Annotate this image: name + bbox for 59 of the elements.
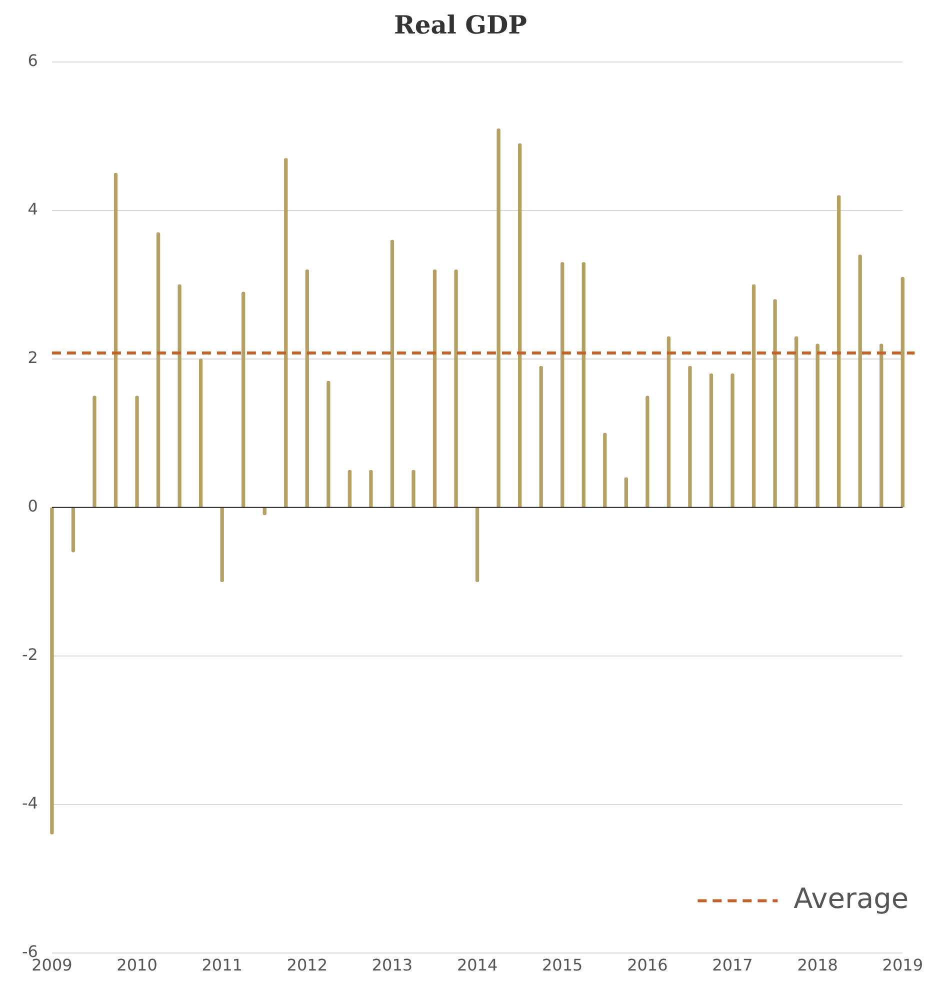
bar <box>220 508 224 582</box>
bar <box>858 254 862 508</box>
bar <box>284 158 288 508</box>
bar <box>92 396 96 508</box>
bar <box>50 508 54 834</box>
bar <box>475 508 480 582</box>
bar <box>390 240 394 508</box>
bar <box>412 470 416 508</box>
y-tick-label: 2 <box>28 348 38 368</box>
bar <box>135 396 139 508</box>
bar <box>816 344 820 508</box>
legend-label: Average <box>794 882 909 916</box>
y-tick-label: 6 <box>28 51 38 70</box>
bar <box>71 508 76 552</box>
bar <box>900 276 904 508</box>
x-tick-label: 2010 <box>116 956 158 975</box>
bar <box>730 373 734 508</box>
bar <box>539 366 543 508</box>
bar <box>880 344 884 508</box>
bar <box>709 373 714 508</box>
x-tick-label: 2014 <box>456 956 498 975</box>
x-tick-label: 2012 <box>286 956 328 975</box>
x-tick-label: 2011 <box>202 956 242 975</box>
bar <box>242 292 246 508</box>
bar <box>666 336 671 508</box>
bar <box>305 270 309 508</box>
bar <box>178 284 182 508</box>
bar <box>326 380 330 508</box>
x-tick-label: 2015 <box>542 956 583 975</box>
bar <box>369 470 373 508</box>
bar <box>582 262 586 508</box>
x-tick-label: 2016 <box>627 956 668 975</box>
bar <box>646 396 650 508</box>
bar <box>794 336 798 508</box>
x-tick-label: 2013 <box>372 956 413 975</box>
bar <box>560 262 564 508</box>
bar <box>688 366 692 508</box>
bar <box>837 195 841 508</box>
bar <box>603 432 607 508</box>
bar <box>348 470 352 508</box>
bar <box>114 173 118 508</box>
bar <box>198 358 203 508</box>
x-tick-label: 2019 <box>882 956 923 975</box>
y-tick-label: 4 <box>28 200 38 219</box>
bar <box>496 128 500 508</box>
bar <box>624 477 628 508</box>
x-tick-label: 2017 <box>712 956 753 975</box>
y-tick-label: -4 <box>22 793 38 812</box>
bar <box>773 299 777 508</box>
bar <box>262 508 266 516</box>
x-tick-label: 2018 <box>797 956 838 975</box>
bar <box>156 232 160 508</box>
bar <box>518 143 522 508</box>
y-tick-label: 0 <box>28 496 38 516</box>
bar <box>432 270 437 508</box>
bar <box>454 270 458 508</box>
bar <box>752 284 756 508</box>
chart-title: Real GDP <box>394 10 528 40</box>
y-tick-label: -2 <box>22 645 38 664</box>
